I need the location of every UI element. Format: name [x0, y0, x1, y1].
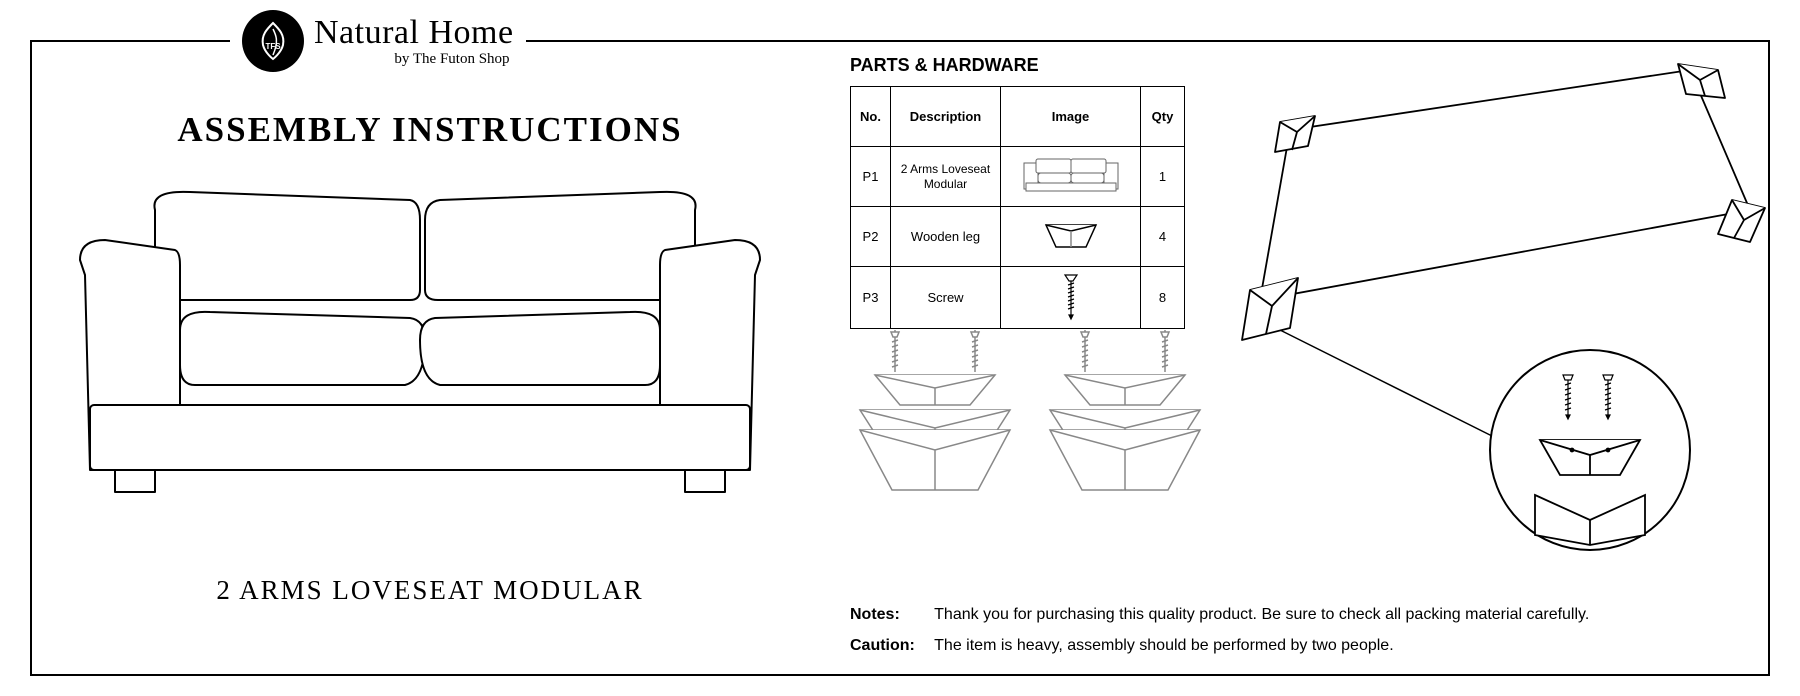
- cell-desc: 2 Arms Loveseat Modular: [891, 147, 1001, 207]
- col-header-desc: Description: [891, 87, 1001, 147]
- caution-text: The item is heavy, assembly should be pe…: [934, 637, 1394, 654]
- col-header-qty: Qty: [1141, 87, 1185, 147]
- notes-text: Thank you for purchasing this quality pr…: [934, 606, 1589, 623]
- col-header-image: Image: [1001, 87, 1141, 147]
- assembly-diagram: [1220, 50, 1770, 570]
- notes-label: Notes:: [850, 600, 930, 630]
- footer-notes: Notes: Thank you for purchasing this qua…: [850, 600, 1750, 661]
- page-title: ASSEMBLY INSTRUCTIONS: [60, 110, 800, 150]
- cell-no: P2: [851, 207, 891, 267]
- sofa-mini-icon: [1016, 153, 1126, 197]
- legs-row2-diagram: [850, 400, 1240, 560]
- screw-icon: [1061, 271, 1081, 321]
- table-row: P2 Wooden leg 4: [851, 207, 1185, 267]
- cell-image: [1001, 147, 1141, 207]
- cell-no: P1: [851, 147, 891, 207]
- cell-qty: 1: [1141, 147, 1185, 207]
- brand-name: Natural Home: [314, 16, 514, 50]
- table-row: P1 2 Arms Loveseat Modular: [851, 147, 1185, 207]
- cell-desc: Wooden leg: [891, 207, 1001, 267]
- cell-image: [1001, 207, 1141, 267]
- logo-monogram: TFS: [265, 42, 281, 51]
- parts-table: No. Description Image Qty P1 2 Arms Love…: [850, 86, 1185, 329]
- leg-icon: [1036, 217, 1106, 253]
- left-panel: ASSEMBLY INSTRUCTIONS 2 ARMS LOVESEAT MO…: [60, 110, 800, 606]
- cell-qty: 4: [1141, 207, 1185, 267]
- brand-logo-icon: TFS: [242, 10, 304, 72]
- table-header-row: No. Description Image Qty: [851, 87, 1185, 147]
- sofa-illustration: [60, 180, 780, 510]
- caution-label: Caution:: [850, 631, 930, 661]
- product-name: 2 ARMS LOVESEAT MODULAR: [60, 575, 800, 606]
- col-header-no: No.: [851, 87, 891, 147]
- brand-subtitle: by The Futon Shop: [394, 52, 513, 67]
- brand-logo-block: TFS Natural Home by The Futon Shop: [230, 10, 526, 72]
